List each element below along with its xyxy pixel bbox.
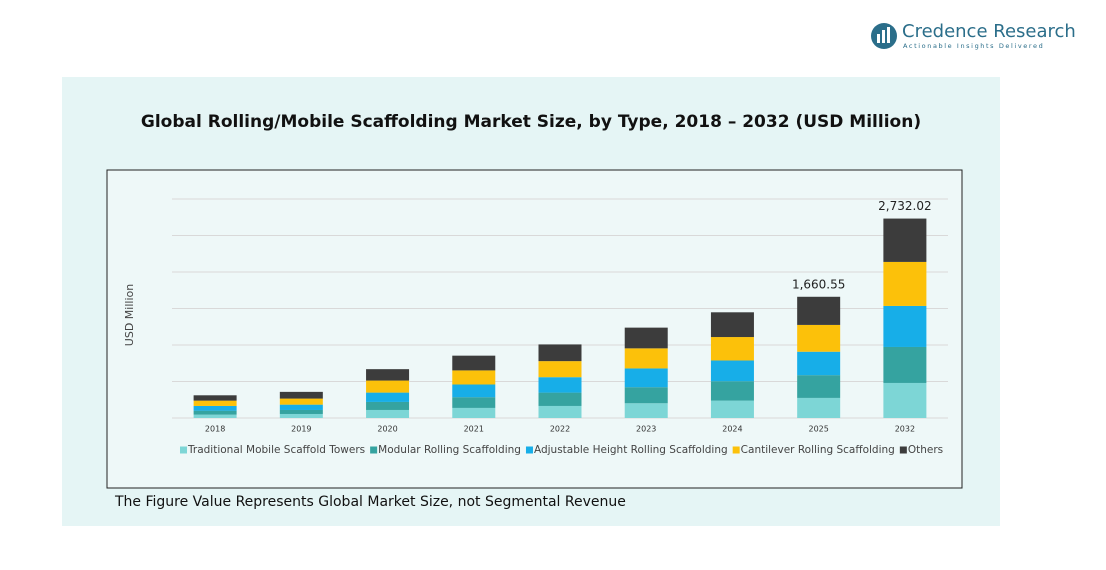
bar-segment	[538, 392, 582, 406]
bar-segment	[797, 324, 841, 352]
bar-segment	[624, 403, 668, 418]
x-tick-label: 2021	[464, 425, 484, 434]
bar-segment	[883, 218, 927, 262]
logo: Credence Research Actionable Insights De…	[871, 21, 1076, 50]
bar-segment	[538, 361, 582, 378]
bar-segment	[279, 413, 323, 418]
bar-segment	[710, 312, 754, 338]
logo-icon-bar	[882, 30, 885, 43]
bar-segment	[710, 400, 754, 418]
bar-segment	[366, 369, 410, 381]
bar-segment	[452, 355, 496, 371]
x-tick-label: 2022	[550, 425, 570, 434]
x-tick-label: 2019	[291, 425, 311, 434]
bar-segment	[624, 368, 668, 388]
y-axis-label: USD Million	[123, 284, 136, 346]
bar-segment	[193, 400, 237, 406]
logo-icon-bar	[877, 34, 880, 43]
chart-title: Global Rolling/Mobile Scaffolding Market…	[141, 112, 921, 132]
bar-segment	[883, 382, 927, 418]
bar-segment	[452, 407, 496, 418]
bar-segment	[797, 397, 841, 418]
legend-label: Others	[908, 444, 943, 456]
bar-segment	[366, 380, 410, 393]
bar-segment	[710, 381, 754, 401]
legend-swatch	[525, 446, 533, 454]
bar-segment	[193, 405, 237, 411]
bar-segment	[710, 360, 754, 382]
total-label: 2,732.02	[878, 199, 931, 213]
legend-label: Modular Rolling Scaffolding	[378, 444, 521, 456]
bar-segment	[193, 395, 237, 401]
bar-segment	[797, 351, 841, 376]
logo-icon-bar	[887, 27, 890, 43]
bar-segment	[797, 375, 841, 398]
legend-swatch	[899, 446, 907, 454]
plot: 2018 2019 2020 2021 2022 2023 2024 2025 1,660.55…	[172, 198, 948, 456]
bar-segment	[624, 348, 668, 369]
x-tick-label: 2023	[636, 425, 656, 434]
bar-segment	[538, 377, 582, 393]
bar-segment	[452, 384, 496, 398]
bar-segment	[279, 391, 323, 399]
total-label: 1,660.55	[792, 277, 845, 291]
bar-segment	[279, 404, 323, 410]
bar-segment	[883, 305, 927, 347]
x-tick-label: 2032	[895, 425, 915, 434]
x-tick-label: 2024	[722, 425, 742, 434]
legend-label: Traditional Mobile Scaffold Towers	[187, 444, 365, 456]
x-tick-label: 2025	[808, 425, 828, 434]
bar-segment	[193, 414, 237, 418]
footnote: The Figure Value Represents Global Marke…	[114, 494, 626, 510]
bar-segment	[279, 398, 323, 405]
x-tick-label: 2018	[205, 425, 225, 434]
bar-segment	[366, 409, 410, 418]
bar-segment	[366, 401, 410, 410]
bar-segment	[452, 370, 496, 385]
bar-segment	[797, 296, 841, 325]
bar-segment	[624, 387, 668, 404]
bar-segment	[710, 337, 754, 361]
bar-segment	[883, 261, 927, 306]
bar-segment	[452, 397, 496, 408]
bar-segment	[193, 410, 237, 415]
bar-segment	[883, 346, 927, 383]
legend-label: Adjustable Height Rolling Scaffolding	[534, 444, 728, 456]
legend-swatch	[732, 446, 740, 454]
brand: Credence Research	[902, 21, 1076, 42]
bar-segment	[538, 344, 582, 362]
bar-segment	[538, 405, 582, 418]
bar-segment	[624, 327, 668, 349]
bar-segment	[279, 409, 323, 414]
legend-label: Cantilever Rolling Scaffolding	[741, 444, 895, 456]
tagline: Actionable Insights Delivered	[903, 42, 1044, 50]
x-tick-label: 2020	[377, 425, 397, 434]
bar-segment	[366, 392, 410, 402]
legend-swatch	[180, 446, 187, 454]
legend-swatch	[370, 446, 378, 454]
